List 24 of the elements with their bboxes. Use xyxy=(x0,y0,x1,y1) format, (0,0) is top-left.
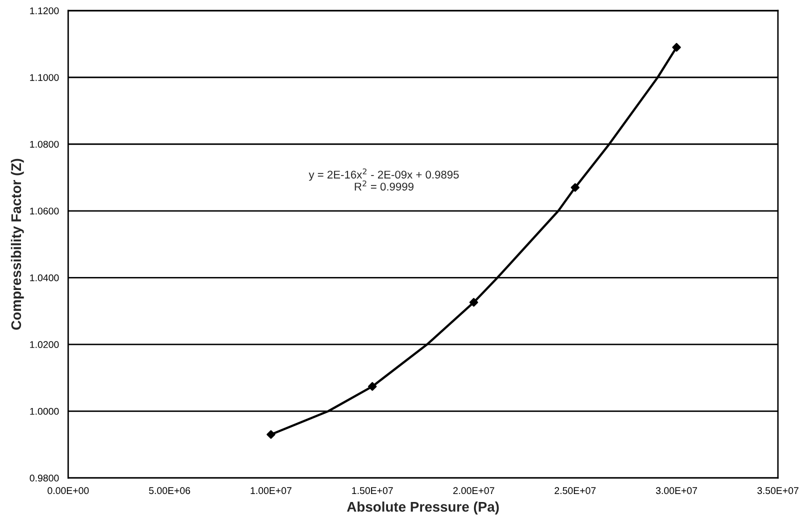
x-tick-label: 1.50E+07 xyxy=(352,487,393,494)
x-tick-label: 5.00E+06 xyxy=(149,487,190,494)
point xyxy=(672,42,681,52)
x-axis-title: Absolute Pressure (Pa) xyxy=(346,502,499,514)
y-tick-label: 1.1000 xyxy=(30,74,59,81)
y-tick-label: 1.0600 xyxy=(30,208,59,214)
y-tick-label: 1.0200 xyxy=(30,341,59,348)
y-tick-label: 1.1200 xyxy=(30,7,59,14)
x-tick-label: 2.50E+07 xyxy=(554,487,596,494)
point xyxy=(368,382,377,391)
point xyxy=(469,298,478,307)
x-tick-label: 0.00E+00 xyxy=(48,487,89,494)
annotation: y = 2E-16x$^{2}$ - 2E-09x + 0.9895 R$^{2}$ = 0.9999 xyxy=(308,168,459,191)
point xyxy=(266,430,276,439)
x-tick-label: 3.00E+07 xyxy=(656,487,698,494)
y-tick-label: 1.0800 xyxy=(30,140,59,148)
x-tick-label: 3.50E+07 xyxy=(757,487,798,494)
x-tick-label: 1.00E+07 xyxy=(250,487,292,494)
x-tick-label: 2.00E+07 xyxy=(453,487,494,494)
y-tick-label: 1.0000 xyxy=(30,408,59,415)
y-tick-label: 1.0400 xyxy=(30,274,59,282)
point xyxy=(570,183,580,192)
y-tick-label: 0.9800 xyxy=(30,474,59,482)
y-axis-title: Compressibility Factor (Z) xyxy=(10,158,24,330)
